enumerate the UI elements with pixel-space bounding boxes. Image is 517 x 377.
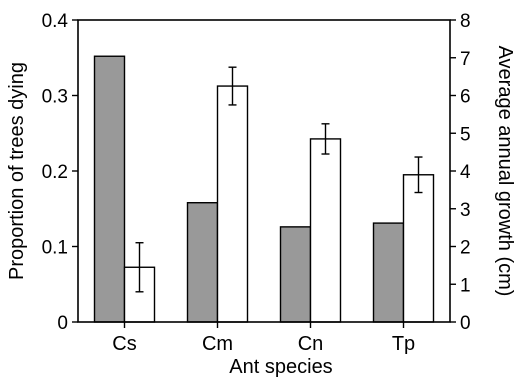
right-y-axis-label: Average annual growth (cm) bbox=[494, 46, 516, 297]
left-y-axis-label: Proportion of trees dying bbox=[6, 62, 28, 280]
ticks-layer: Cs Cm Cn Tp 0 0.1 0.2 0.3 0.4 0 1 2 3 4 5 6 7 8 bbox=[42, 11, 471, 355]
bar-proportion-dying-cm bbox=[186, 202, 219, 323]
right-y-tick-label: 8 bbox=[460, 11, 471, 32]
right-y-tick-label: 1 bbox=[460, 275, 471, 296]
bar-proportion-dying-tp bbox=[372, 222, 405, 323]
left-y-tick-label: 0.3 bbox=[42, 87, 68, 108]
x-tick-label-tp: Tp bbox=[392, 333, 415, 355]
right-y-tick-label: 0 bbox=[460, 313, 471, 334]
bar-annual-growth-tp bbox=[402, 174, 435, 323]
right-y-tick-label: 5 bbox=[460, 124, 471, 145]
bar-proportion-dying-cs bbox=[93, 55, 126, 323]
left-y-tick-label: 0 bbox=[57, 313, 68, 334]
left-y-tick-label: 0.1 bbox=[42, 238, 68, 259]
bar-proportion-dying-cn bbox=[279, 226, 312, 323]
left-y-tick-label: 0.4 bbox=[42, 11, 69, 32]
x-tick-label-cm: Cm bbox=[202, 333, 233, 355]
x-axis-label: Ant species bbox=[229, 356, 332, 377]
right-y-tick-label: 3 bbox=[460, 200, 471, 221]
bar-annual-growth-cm bbox=[216, 85, 249, 323]
left-y-tick-label: 0.2 bbox=[42, 162, 68, 183]
x-tick-label-cs: Cs bbox=[112, 333, 136, 355]
right-y-tick-label: 6 bbox=[460, 87, 471, 108]
right-y-tick-label: 4 bbox=[460, 162, 471, 183]
right-y-tick-label: 7 bbox=[460, 49, 471, 70]
right-y-tick-label: 2 bbox=[460, 238, 471, 259]
bars-layer bbox=[93, 55, 435, 323]
x-tick-label-cn: Cn bbox=[298, 333, 324, 355]
bar-annual-growth-cn bbox=[309, 138, 342, 323]
